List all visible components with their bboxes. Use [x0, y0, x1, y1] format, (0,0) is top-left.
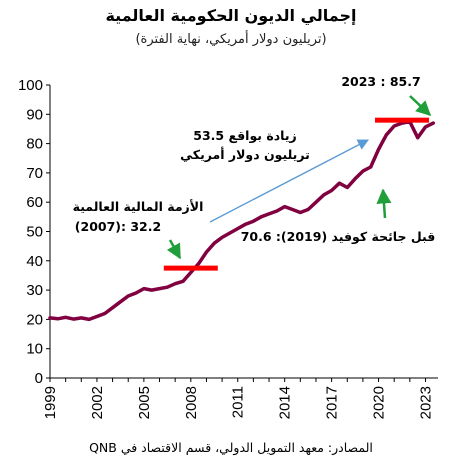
series-layer	[48, 119, 436, 322]
y-tick-label: 10	[26, 341, 43, 358]
chart-source: المصادر: معهد التمويل الدولي، قسم الاقتص…	[89, 440, 373, 455]
peak-arrow	[409, 95, 432, 117]
increase-label-line1: زيادة بواقع 53.5	[193, 128, 296, 143]
arrow-layer	[166, 95, 432, 260]
peak-label: 2023 : 85.7	[341, 74, 420, 89]
y-tick-label: 20	[26, 311, 43, 328]
x-tick-label: 2005	[136, 386, 153, 419]
gfc-arrow	[166, 239, 182, 260]
y-tick-label: 0	[35, 370, 43, 387]
covid-arrow	[376, 188, 392, 219]
gfc-label-line2: (2007): 32.2	[75, 219, 161, 234]
x-tick-label: 2020	[371, 386, 388, 419]
y-tick-label: 80	[26, 136, 43, 153]
y-tick-label: 50	[26, 224, 43, 241]
covid-label: قبل جائحة كوفيد (2019): 70.6	[241, 229, 436, 244]
y-tick-label: 90	[26, 106, 43, 123]
x-tick-label: 1999	[42, 386, 59, 419]
increase-label-line2: تريليون دولار أمريكي	[180, 146, 310, 162]
annotation-layer: 2023 : 85.7 زيادة بواقع 53.5 تريليون دول…	[73, 74, 436, 244]
highlight-marker-2	[375, 117, 430, 123]
y-tick-label: 100	[18, 77, 43, 94]
x-tick-label: 2011	[230, 386, 247, 418]
increase-arrow	[209, 139, 369, 223]
x-tick-label: 2002	[89, 386, 106, 419]
x-tick-label: 2017	[324, 386, 341, 419]
chart-title: إجمالي الديون الحكومية العالمية	[105, 6, 357, 25]
y-tick-label: 60	[26, 194, 43, 211]
y-tick-label: 70	[26, 165, 43, 182]
y-tick-label: 40	[26, 253, 43, 270]
x-tick-label: 2008	[183, 386, 200, 419]
axes: 0 10 20 30 40 50 60 70 80 90 100 1999 2002 2005 2008 20…	[18, 77, 438, 419]
highlight-layer	[163, 117, 430, 271]
highlight-marker-1	[163, 265, 218, 271]
x-tick-label: 2014	[277, 386, 294, 419]
x-tick-label: 2023	[417, 386, 434, 419]
debt-series-line	[48, 119, 436, 322]
gfc-label-line1: الأزمة المالية العالمية	[73, 199, 204, 214]
y-tick-label: 30	[26, 282, 43, 299]
chart-subtitle: (تريليون دولار أمريكي، نهاية الفترة)	[135, 32, 327, 47]
